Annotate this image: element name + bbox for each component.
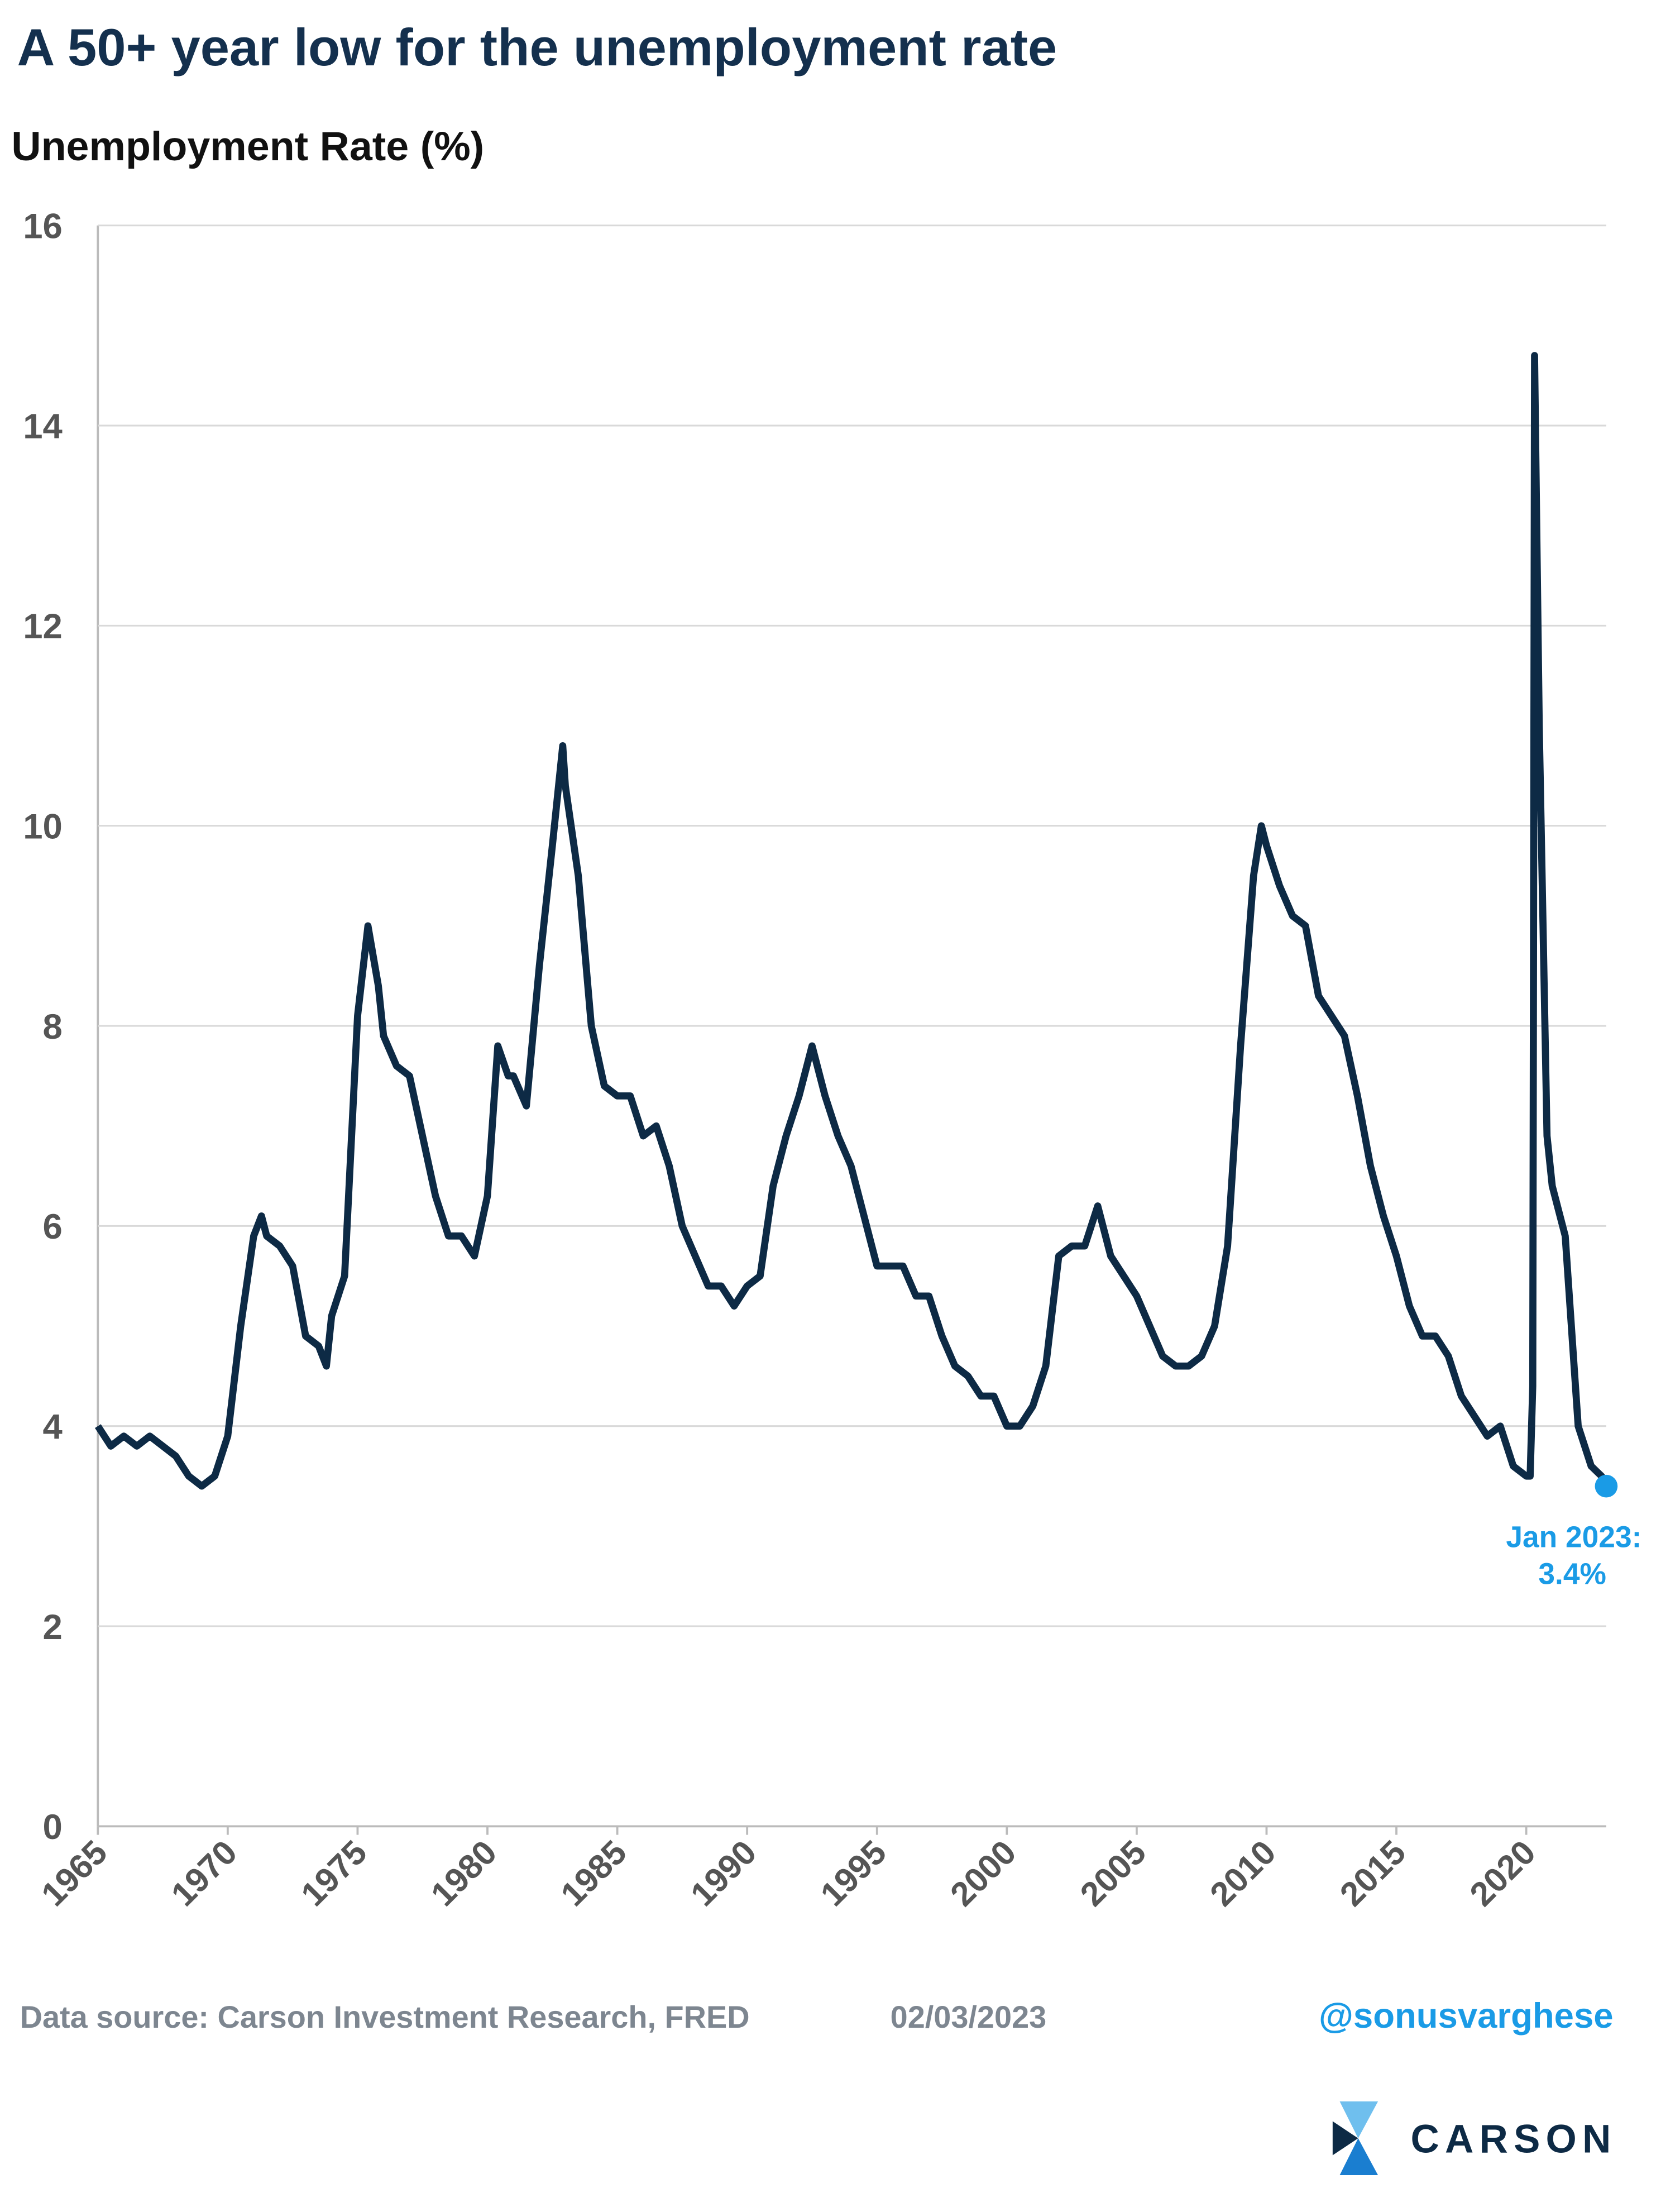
y-tick-label: 10 (23, 808, 63, 847)
annotation: 3.4% (1538, 1558, 1606, 1590)
y-tick-label: 4 (42, 1408, 62, 1447)
last-point-marker (1595, 1474, 1618, 1498)
y-tick-label: 12 (23, 607, 63, 646)
logo-text: CARSON (1410, 2117, 1616, 2161)
footer-source: Data source: Carson Investment Research,… (20, 1999, 750, 2034)
y-tick-label: 6 (42, 1207, 62, 1246)
series-line (94, 352, 1610, 1490)
y-tick-label: 14 (23, 407, 63, 446)
logo: CARSON (1332, 2101, 1616, 2175)
y-tick-label: 2 (42, 1608, 62, 1647)
y-tick-label: 8 (42, 1007, 62, 1047)
y-axis-label: Unemployment Rate (%) (11, 123, 484, 169)
annotation: Jan 2023: (1506, 1521, 1641, 1554)
footer-date: 02/03/2023 (891, 1999, 1047, 2034)
logo-shape (1339, 2101, 1379, 2138)
chart-title: A 50+ year low for the unemployment rate (17, 18, 1057, 77)
logo-shape (1332, 2121, 1358, 2156)
y-tick-label: 0 (42, 1808, 62, 1847)
y-tick-label: 16 (23, 207, 63, 246)
logo-shape (1339, 2138, 1379, 2175)
footer-handle: @sonusvarghese (1319, 1996, 1614, 2036)
